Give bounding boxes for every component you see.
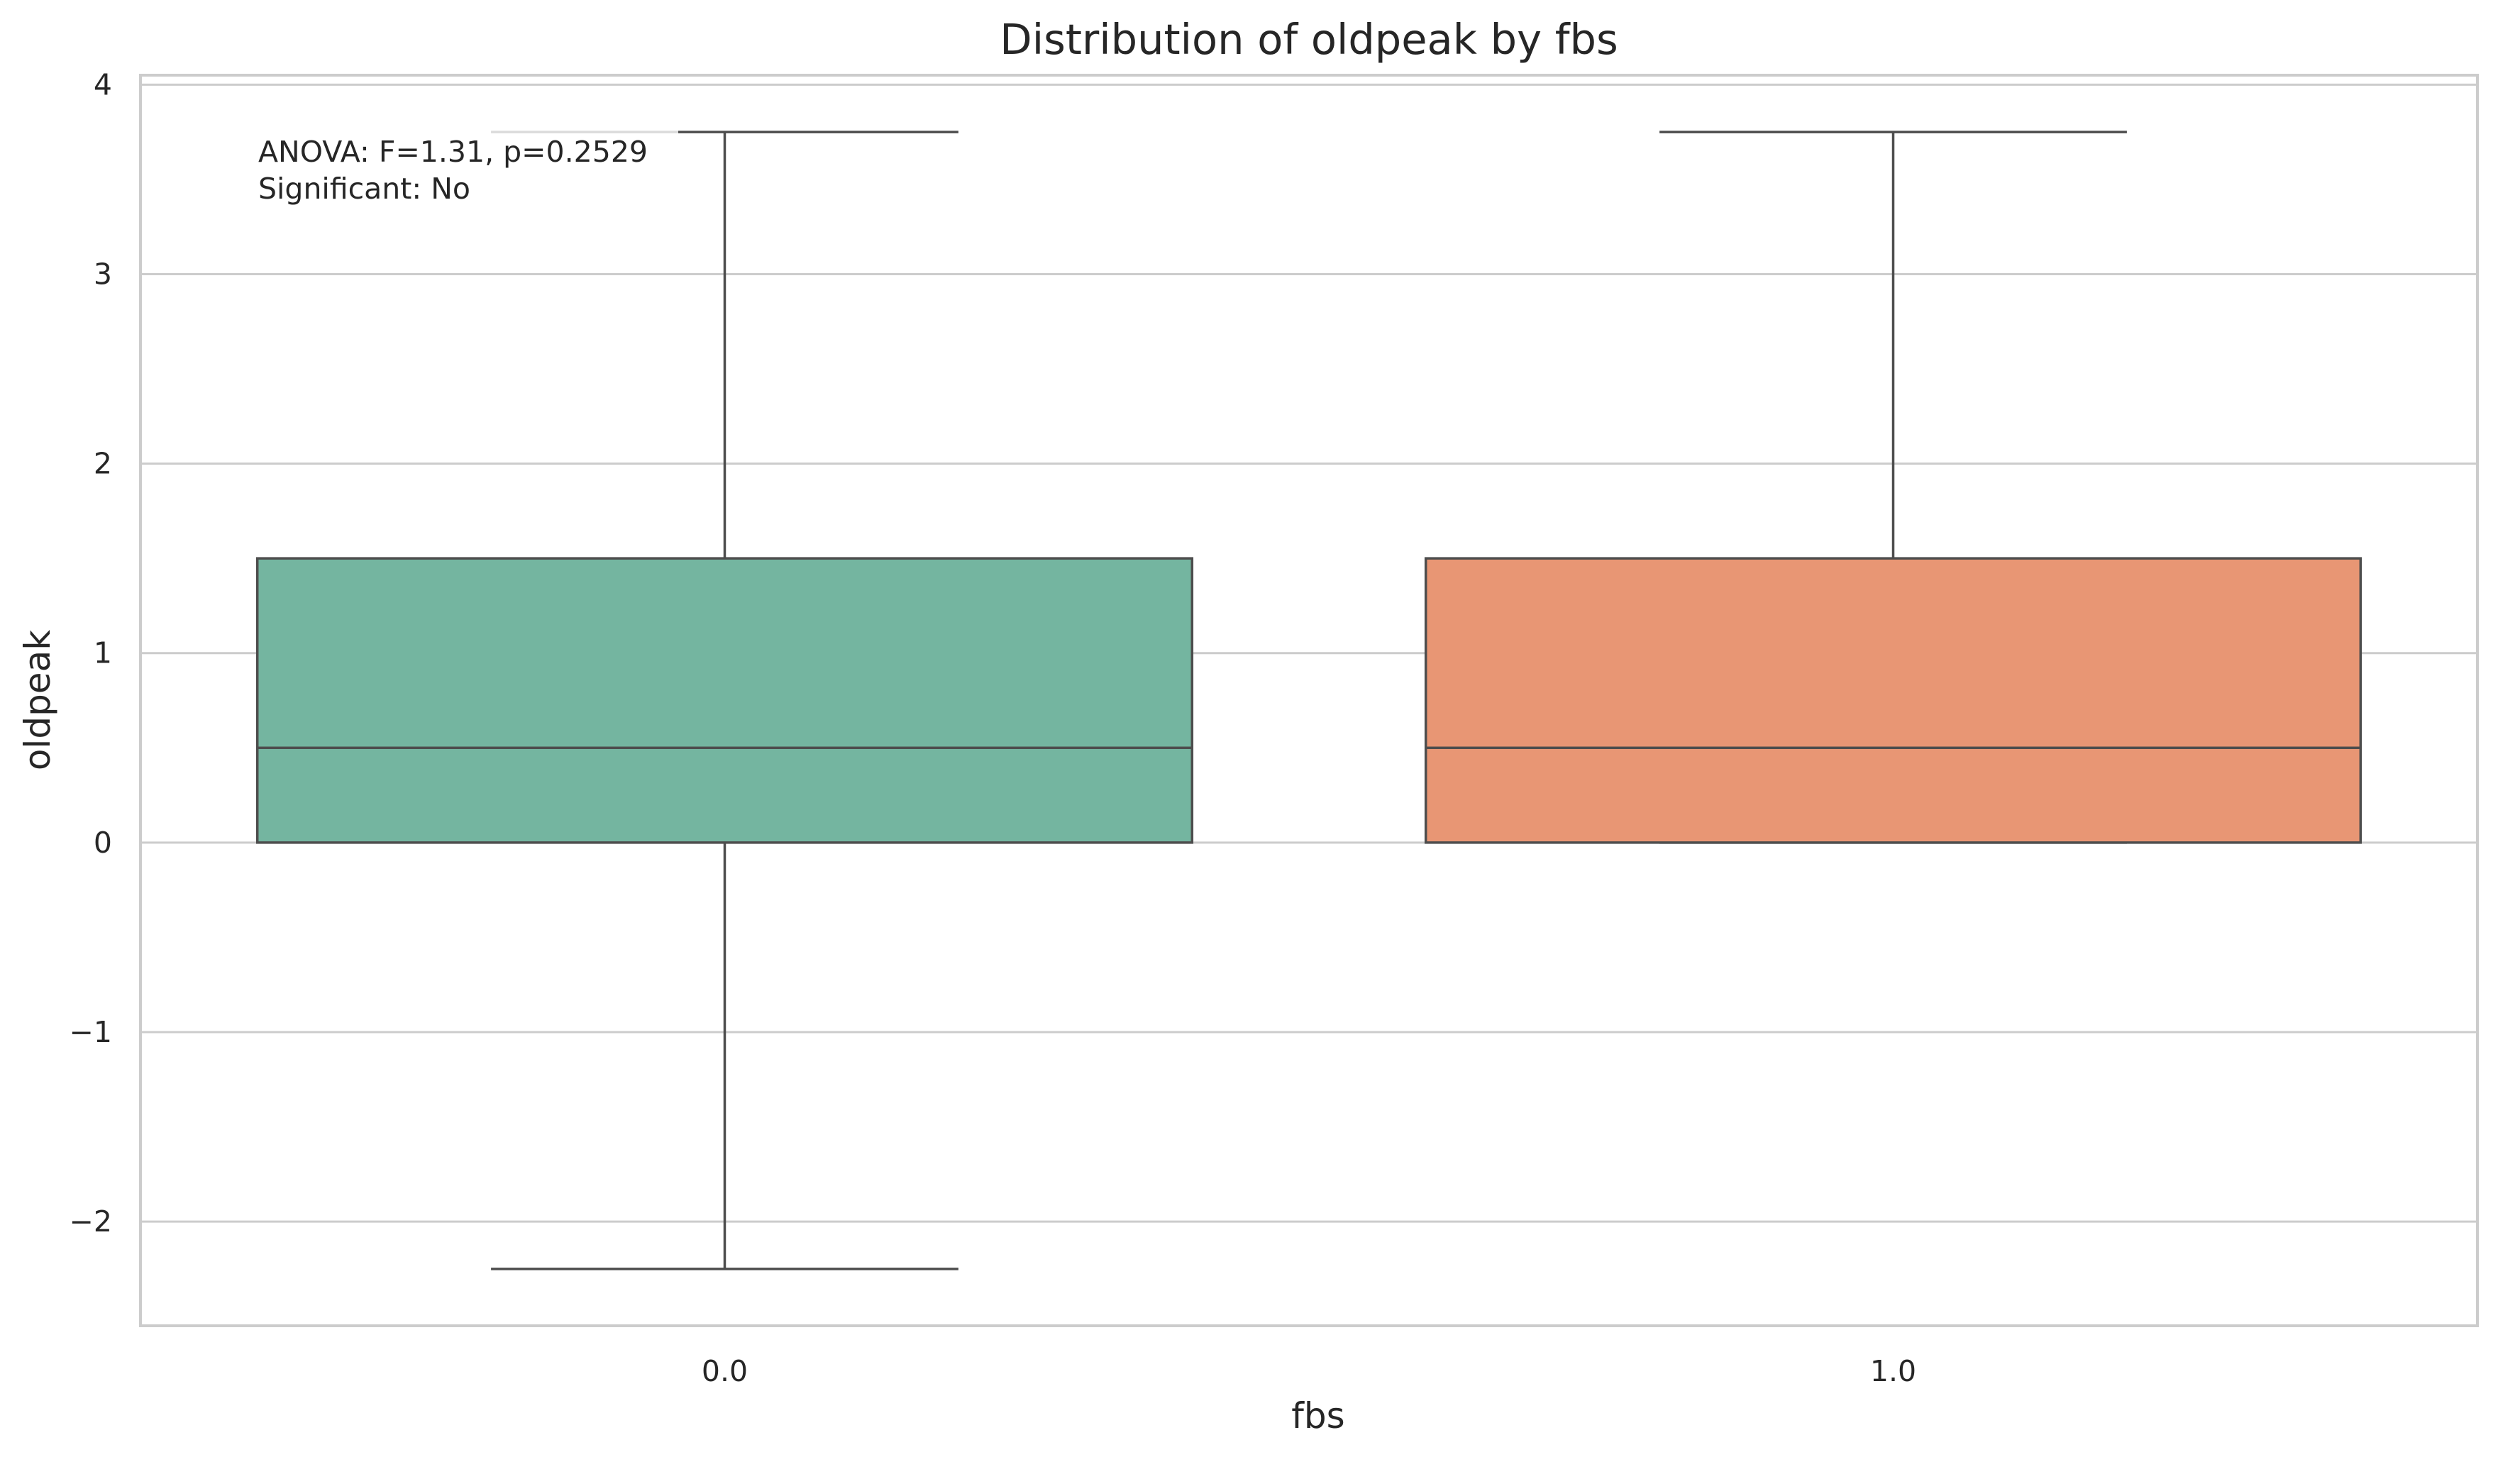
x-axis-label: fbs [1291, 1395, 1344, 1436]
plot-frame [139, 74, 2479, 1327]
box-group-1.0 [1424, 131, 2362, 844]
box [255, 557, 1194, 844]
y-tick-label: 4 [94, 67, 112, 101]
y-tick-label: −2 [70, 1204, 112, 1239]
y-tick-label: 1 [94, 636, 112, 670]
y-axis-label: oldpeak [17, 630, 58, 770]
y-tick-label: 0 [94, 826, 112, 860]
x-tick-label: 0.0 [702, 1354, 748, 1388]
annotation-background [255, 125, 678, 200]
x-tick-label: 1.0 [1870, 1354, 1916, 1388]
x-tick-labels: 0.0 1.0 [702, 1354, 1916, 1388]
y-tick-label: 2 [94, 447, 112, 481]
significance-annotation: Significant: No [258, 172, 470, 206]
y-tick-label: −1 [70, 1015, 112, 1049]
box [1424, 557, 2362, 844]
y-tick-labels: −2 −1 0 1 2 3 4 [70, 67, 112, 1239]
y-tick-label: 3 [94, 257, 112, 291]
boxes [255, 131, 2362, 1270]
chart-title: Distribution of oldpeak by fbs [1000, 15, 1618, 64]
anova-annotation: ANOVA: F=1.31, p=0.2529 [258, 135, 648, 169]
box-group-0.0 [255, 131, 1194, 1270]
